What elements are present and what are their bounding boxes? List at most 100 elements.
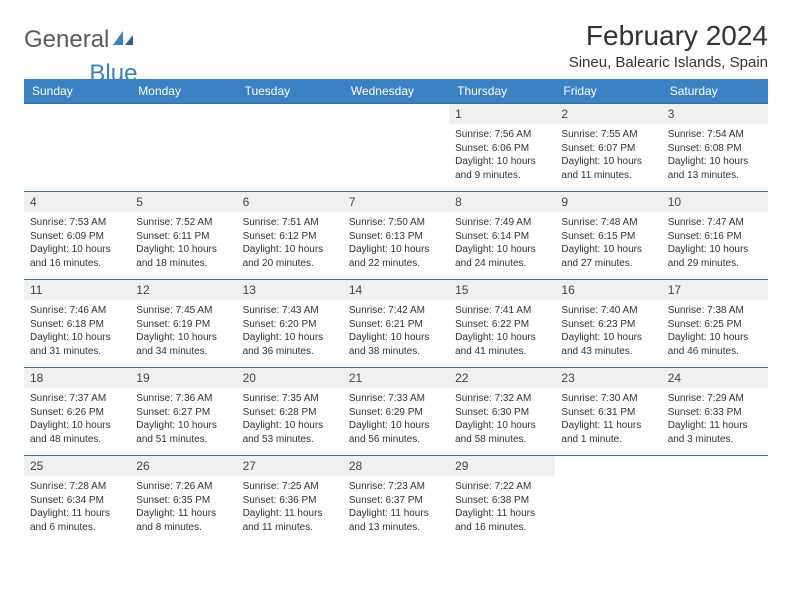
title-block: February 2024 Sineu, Balearic Islands, S… bbox=[569, 20, 768, 71]
calendar-week-row: 1Sunrise: 7:56 AMSunset: 6:06 PMDaylight… bbox=[24, 104, 768, 192]
day-number: 24 bbox=[662, 368, 768, 388]
day-details: Sunrise: 7:30 AMSunset: 6:31 PMDaylight:… bbox=[555, 388, 661, 450]
day-number: 28 bbox=[343, 456, 449, 476]
page-header: General Blue February 2024 Sineu, Balear… bbox=[24, 20, 768, 71]
calendar-day-cell bbox=[130, 104, 236, 192]
day-number: 17 bbox=[662, 280, 768, 300]
calendar-day-cell: 20Sunrise: 7:35 AMSunset: 6:28 PMDayligh… bbox=[237, 368, 343, 456]
calendar-day-cell: 29Sunrise: 7:22 AMSunset: 6:38 PMDayligh… bbox=[449, 456, 555, 544]
calendar-day-cell: 1Sunrise: 7:56 AMSunset: 6:06 PMDaylight… bbox=[449, 104, 555, 192]
day-number: 8 bbox=[449, 192, 555, 212]
day-number: 23 bbox=[555, 368, 661, 388]
day-details: Sunrise: 7:36 AMSunset: 6:27 PMDaylight:… bbox=[130, 388, 236, 450]
calendar-day-cell: 3Sunrise: 7:54 AMSunset: 6:08 PMDaylight… bbox=[662, 104, 768, 192]
calendar-day-cell: 12Sunrise: 7:45 AMSunset: 6:19 PMDayligh… bbox=[130, 280, 236, 368]
calendar-day-cell: 4Sunrise: 7:53 AMSunset: 6:09 PMDaylight… bbox=[24, 192, 130, 280]
calendar-day-cell: 8Sunrise: 7:49 AMSunset: 6:14 PMDaylight… bbox=[449, 192, 555, 280]
weekday-header: Wednesday bbox=[343, 79, 449, 104]
calendar-day-cell bbox=[343, 104, 449, 192]
calendar-table: SundayMondayTuesdayWednesdayThursdayFrid… bbox=[24, 79, 768, 544]
calendar-page: General Blue February 2024 Sineu, Balear… bbox=[0, 0, 792, 564]
calendar-day-cell: 14Sunrise: 7:42 AMSunset: 6:21 PMDayligh… bbox=[343, 280, 449, 368]
day-details: Sunrise: 7:51 AMSunset: 6:12 PMDaylight:… bbox=[237, 212, 343, 274]
day-number: 21 bbox=[343, 368, 449, 388]
weekday-header: Saturday bbox=[662, 79, 768, 104]
calendar-day-cell: 26Sunrise: 7:26 AMSunset: 6:35 PMDayligh… bbox=[130, 456, 236, 544]
day-number: 13 bbox=[237, 280, 343, 300]
day-details: Sunrise: 7:47 AMSunset: 6:16 PMDaylight:… bbox=[662, 212, 768, 274]
day-number: 12 bbox=[130, 280, 236, 300]
calendar-day-cell: 27Sunrise: 7:25 AMSunset: 6:36 PMDayligh… bbox=[237, 456, 343, 544]
calendar-day-cell bbox=[555, 456, 661, 544]
calendar-day-cell: 10Sunrise: 7:47 AMSunset: 6:16 PMDayligh… bbox=[662, 192, 768, 280]
day-number: 6 bbox=[237, 192, 343, 212]
day-number: 1 bbox=[449, 104, 555, 124]
day-number: 3 bbox=[662, 104, 768, 124]
calendar-day-cell: 16Sunrise: 7:40 AMSunset: 6:23 PMDayligh… bbox=[555, 280, 661, 368]
day-number: 11 bbox=[24, 280, 130, 300]
calendar-day-cell: 19Sunrise: 7:36 AMSunset: 6:27 PMDayligh… bbox=[130, 368, 236, 456]
day-details: Sunrise: 7:55 AMSunset: 6:07 PMDaylight:… bbox=[555, 124, 661, 186]
logo: General Blue bbox=[24, 20, 137, 54]
day-details: Sunrise: 7:40 AMSunset: 6:23 PMDaylight:… bbox=[555, 300, 661, 362]
location: Sineu, Balearic Islands, Spain bbox=[569, 54, 768, 71]
day-number: 20 bbox=[237, 368, 343, 388]
day-number: 14 bbox=[343, 280, 449, 300]
calendar-week-row: 11Sunrise: 7:46 AMSunset: 6:18 PMDayligh… bbox=[24, 280, 768, 368]
day-details: Sunrise: 7:32 AMSunset: 6:30 PMDaylight:… bbox=[449, 388, 555, 450]
calendar-day-cell: 17Sunrise: 7:38 AMSunset: 6:25 PMDayligh… bbox=[662, 280, 768, 368]
calendar-week-row: 18Sunrise: 7:37 AMSunset: 6:26 PMDayligh… bbox=[24, 368, 768, 456]
day-number: 10 bbox=[662, 192, 768, 212]
day-details: Sunrise: 7:43 AMSunset: 6:20 PMDaylight:… bbox=[237, 300, 343, 362]
calendar-day-cell: 21Sunrise: 7:33 AMSunset: 6:29 PMDayligh… bbox=[343, 368, 449, 456]
calendar-day-cell: 25Sunrise: 7:28 AMSunset: 6:34 PMDayligh… bbox=[24, 456, 130, 544]
calendar-week-row: 25Sunrise: 7:28 AMSunset: 6:34 PMDayligh… bbox=[24, 456, 768, 544]
day-details: Sunrise: 7:33 AMSunset: 6:29 PMDaylight:… bbox=[343, 388, 449, 450]
day-details: Sunrise: 7:50 AMSunset: 6:13 PMDaylight:… bbox=[343, 212, 449, 274]
calendar-day-cell: 18Sunrise: 7:37 AMSunset: 6:26 PMDayligh… bbox=[24, 368, 130, 456]
day-details: Sunrise: 7:46 AMSunset: 6:18 PMDaylight:… bbox=[24, 300, 130, 362]
day-details: Sunrise: 7:52 AMSunset: 6:11 PMDaylight:… bbox=[130, 212, 236, 274]
calendar-day-cell: 15Sunrise: 7:41 AMSunset: 6:22 PMDayligh… bbox=[449, 280, 555, 368]
day-details: Sunrise: 7:29 AMSunset: 6:33 PMDaylight:… bbox=[662, 388, 768, 450]
day-details: Sunrise: 7:49 AMSunset: 6:14 PMDaylight:… bbox=[449, 212, 555, 274]
weekday-header: Tuesday bbox=[237, 79, 343, 104]
logo-text-general: General bbox=[24, 26, 109, 54]
logo-text-blue: Blue bbox=[89, 60, 137, 88]
day-details: Sunrise: 7:28 AMSunset: 6:34 PMDaylight:… bbox=[24, 476, 130, 538]
day-details: Sunrise: 7:25 AMSunset: 6:36 PMDaylight:… bbox=[237, 476, 343, 538]
day-details: Sunrise: 7:48 AMSunset: 6:15 PMDaylight:… bbox=[555, 212, 661, 274]
day-details: Sunrise: 7:56 AMSunset: 6:06 PMDaylight:… bbox=[449, 124, 555, 186]
calendar-day-cell: 2Sunrise: 7:55 AMSunset: 6:07 PMDaylight… bbox=[555, 104, 661, 192]
calendar-day-cell: 5Sunrise: 7:52 AMSunset: 6:11 PMDaylight… bbox=[130, 192, 236, 280]
day-number: 25 bbox=[24, 456, 130, 476]
day-details: Sunrise: 7:42 AMSunset: 6:21 PMDaylight:… bbox=[343, 300, 449, 362]
day-number: 9 bbox=[555, 192, 661, 212]
day-number: 7 bbox=[343, 192, 449, 212]
day-details: Sunrise: 7:45 AMSunset: 6:19 PMDaylight:… bbox=[130, 300, 236, 362]
day-details: Sunrise: 7:38 AMSunset: 6:25 PMDaylight:… bbox=[662, 300, 768, 362]
calendar-day-cell: 6Sunrise: 7:51 AMSunset: 6:12 PMDaylight… bbox=[237, 192, 343, 280]
day-details: Sunrise: 7:26 AMSunset: 6:35 PMDaylight:… bbox=[130, 476, 236, 538]
day-details: Sunrise: 7:22 AMSunset: 6:38 PMDaylight:… bbox=[449, 476, 555, 538]
day-number: 4 bbox=[24, 192, 130, 212]
calendar-day-cell bbox=[662, 456, 768, 544]
calendar-day-cell: 24Sunrise: 7:29 AMSunset: 6:33 PMDayligh… bbox=[662, 368, 768, 456]
month-title: February 2024 bbox=[569, 20, 768, 52]
calendar-body: 1Sunrise: 7:56 AMSunset: 6:06 PMDaylight… bbox=[24, 104, 768, 544]
weekday-header: Friday bbox=[555, 79, 661, 104]
day-details: Sunrise: 7:23 AMSunset: 6:37 PMDaylight:… bbox=[343, 476, 449, 538]
day-details: Sunrise: 7:41 AMSunset: 6:22 PMDaylight:… bbox=[449, 300, 555, 362]
day-number: 19 bbox=[130, 368, 236, 388]
day-number: 26 bbox=[130, 456, 236, 476]
calendar-day-cell: 23Sunrise: 7:30 AMSunset: 6:31 PMDayligh… bbox=[555, 368, 661, 456]
calendar-day-cell: 9Sunrise: 7:48 AMSunset: 6:15 PMDaylight… bbox=[555, 192, 661, 280]
day-details: Sunrise: 7:53 AMSunset: 6:09 PMDaylight:… bbox=[24, 212, 130, 274]
day-number: 2 bbox=[555, 104, 661, 124]
calendar-day-cell: 13Sunrise: 7:43 AMSunset: 6:20 PMDayligh… bbox=[237, 280, 343, 368]
calendar-week-row: 4Sunrise: 7:53 AMSunset: 6:09 PMDaylight… bbox=[24, 192, 768, 280]
day-number: 22 bbox=[449, 368, 555, 388]
day-details: Sunrise: 7:35 AMSunset: 6:28 PMDaylight:… bbox=[237, 388, 343, 450]
weekday-header: Monday bbox=[130, 79, 236, 104]
day-number: 29 bbox=[449, 456, 555, 476]
